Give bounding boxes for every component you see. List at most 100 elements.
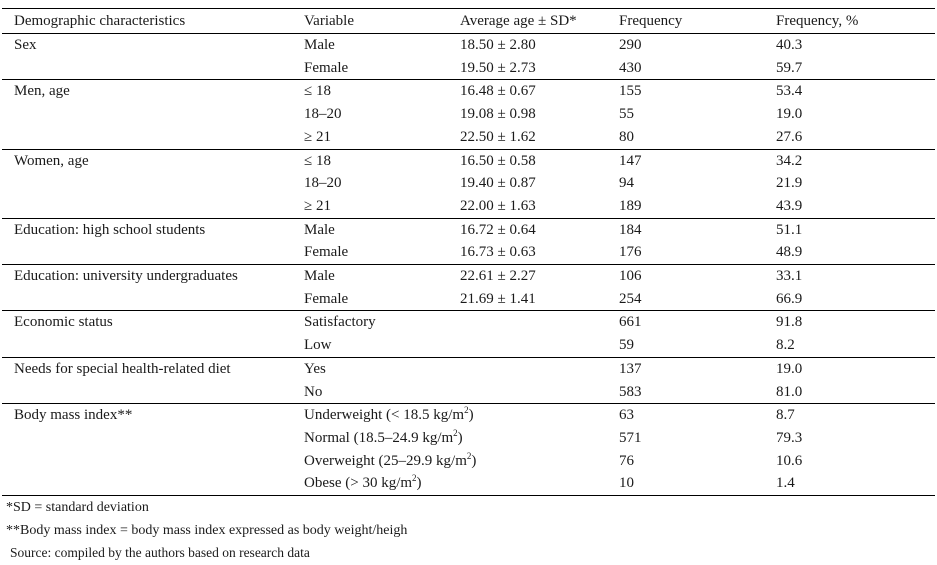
cell-average-age: 19.50 ± 2.73 [460, 59, 536, 76]
table-row: 18–20 19.08 ± 0.98 55 19.0 [2, 103, 935, 126]
cell-demographic-characteristic [2, 103, 292, 126]
cell-average-age [448, 334, 607, 357]
cell-frequency-percent: 19.0 [764, 356, 935, 381]
cell-frequency: 10 [607, 472, 764, 497]
header-row: Demographic characteristics Variable Ave… [2, 8, 935, 34]
cell-variable: Underweight (< 18.5 kg/m2) [292, 403, 474, 427]
cell-demographic-characteristic [2, 288, 292, 311]
cell-average-age: 18.50 ± 2.80 [448, 32, 607, 57]
cell-frequency-percent: 19.0 [776, 106, 803, 123]
cell-frequency-percent: 66.9 [776, 290, 803, 307]
cell-demographic-characteristic: Body mass index** [2, 403, 292, 427]
cell-demographic-characteristic: Economic status [2, 310, 292, 335]
header-demographic-characteristics: Demographic characteristics [2, 8, 292, 34]
cell-variable: Female [304, 244, 349, 261]
header-frequency-percent: Frequency, % [764, 8, 935, 34]
cell-variable: Overweight (25–29.9 kg/m2) [292, 450, 476, 473]
cell-variable-text: Normal (18.5–24.9 kg/m [304, 429, 454, 446]
cell-frequency-percent: 33.1 [764, 264, 935, 288]
cell-variable: Male [292, 264, 448, 288]
cell-variable-tail: ) [468, 407, 474, 424]
cell-demographic-characteristic [2, 427, 292, 450]
table-footnotes: *SD = standard deviation **Body mass ind… [6, 497, 407, 565]
demographics-table: Demographic characteristics Variable Ave… [2, 8, 935, 497]
cell-frequency-percent: 21.9 [776, 175, 803, 192]
cell-demographic-characteristic [2, 57, 292, 80]
cell-frequency-percent: 51.1 [764, 217, 935, 242]
footnote-bmi: **Body mass index = body mass index expr… [6, 522, 408, 538]
cell-frequency: 106 [607, 264, 764, 288]
cell-variable-text: Overweight (25–29.9 kg/m [304, 452, 467, 469]
table-row: ≥ 21 22.00 ± 1.63 189 43.9 [2, 195, 935, 218]
cell-variable-text: Obese (> 30 kg/m [304, 475, 413, 492]
cell-variable: No [304, 383, 323, 400]
cell-average-age [448, 356, 607, 381]
table-row: Sex Male 18.50 ± 2.80 290 40.3 [2, 32, 935, 57]
cell-variable-superscript: 2 [466, 450, 472, 461]
cell-average-age [448, 403, 607, 427]
cell-frequency-percent: 8.7 [764, 403, 935, 427]
cell-demographic-characteristic [2, 195, 292, 218]
table-row: Female 16.73 ± 0.63 176 48.9 [2, 241, 935, 264]
demographics-table-container: Demographic characteristics Variable Ave… [2, 8, 935, 497]
cell-frequency-percent: 91.8 [764, 310, 935, 335]
cell-frequency: 147 [607, 148, 764, 173]
cell-average-age: 19.08 ± 0.98 [460, 106, 536, 123]
header-average-age: Average age ± SD* [448, 8, 607, 34]
cell-frequency: 430 [619, 59, 642, 76]
cell-variable: ≥ 21 [304, 128, 331, 145]
table-row: Women, age ≤ 18 16.50 ± 0.58 147 34.2 [2, 148, 935, 173]
cell-demographic-characteristic: Sex [2, 32, 292, 57]
cell-variable-text: Underweight (< 18.5 kg/m [304, 407, 465, 424]
cell-variable: Satisfactory [292, 310, 448, 335]
cell-demographic-characteristic: Women, age [2, 148, 292, 173]
cell-average-age [448, 427, 607, 450]
cell-variable-tail: ) [416, 475, 422, 492]
cell-variable-superscript: 2 [464, 405, 469, 416]
table-row: Economic status Satisfactory 661 91.8 [2, 310, 935, 335]
cell-frequency-percent: 40.3 [764, 32, 935, 57]
table-body: Sex Male 18.50 ± 2.80 290 40.3 Female 19.50 ± … [2, 32, 935, 497]
cell-frequency-percent: 59.7 [776, 59, 803, 76]
cell-average-age [448, 472, 607, 497]
cell-demographic-characteristic: Men, age [2, 79, 292, 104]
cell-demographic-characteristic [2, 126, 292, 149]
cell-average-age: 19.40 ± 0.87 [460, 175, 536, 192]
cell-frequency: 137 [607, 356, 764, 381]
cell-frequency-percent: 81.0 [776, 383, 803, 400]
cell-frequency: 55 [619, 106, 634, 123]
table-header: Demographic characteristics Variable Ave… [2, 8, 935, 34]
cell-frequency-percent: 79.3 [776, 429, 803, 446]
table-row: Low 59 8.2 [2, 334, 935, 357]
cell-frequency-percent: 34.2 [764, 148, 935, 173]
cell-demographic-characteristic [2, 334, 292, 357]
cell-frequency: 155 [607, 79, 764, 104]
table-row: Normal (18.5–24.9 kg/m2) 571 79.3 [2, 427, 935, 450]
table-row: ≥ 21 22.50 ± 1.62 80 27.6 [2, 126, 935, 149]
cell-frequency: 76 [619, 452, 634, 469]
cell-demographic-characteristic: Needs for special health-related diet [2, 356, 292, 381]
cell-variable: ≥ 21 [304, 197, 331, 214]
cell-average-age: 16.48 ± 0.67 [448, 79, 607, 104]
table-row: Education: university undergraduates Male… [2, 264, 935, 288]
cell-demographic-characteristic [2, 472, 292, 497]
table-row: Obese (> 30 kg/m2) 10 1.4 [2, 472, 935, 497]
cell-variable: 18–20 [304, 175, 342, 192]
cell-frequency-percent: 43.9 [776, 197, 803, 214]
cell-average-age [448, 310, 607, 335]
cell-variable-tail: ) [471, 452, 477, 469]
table-row: Body mass index** Underweight (< 18.5 kg/… [2, 403, 935, 427]
cell-frequency: 254 [619, 290, 642, 307]
cell-frequency-percent: 10.6 [776, 452, 803, 469]
cell-frequency: 59 [619, 337, 634, 354]
cell-variable: Female [304, 59, 349, 76]
cell-frequency-percent: 1.4 [764, 472, 935, 497]
cell-demographic-characteristic: Education: high school students [2, 217, 292, 242]
cell-variable: Obese (> 30 kg/m2) [292, 472, 448, 497]
header-variable: Variable [292, 8, 448, 34]
cell-frequency: 176 [619, 244, 642, 261]
cell-variable: Normal (18.5–24.9 kg/m2) [292, 427, 463, 450]
table-row: Education: high school students Male 16.72… [2, 217, 935, 242]
cell-demographic-characteristic [2, 172, 292, 195]
cell-variable: Low [304, 337, 332, 354]
